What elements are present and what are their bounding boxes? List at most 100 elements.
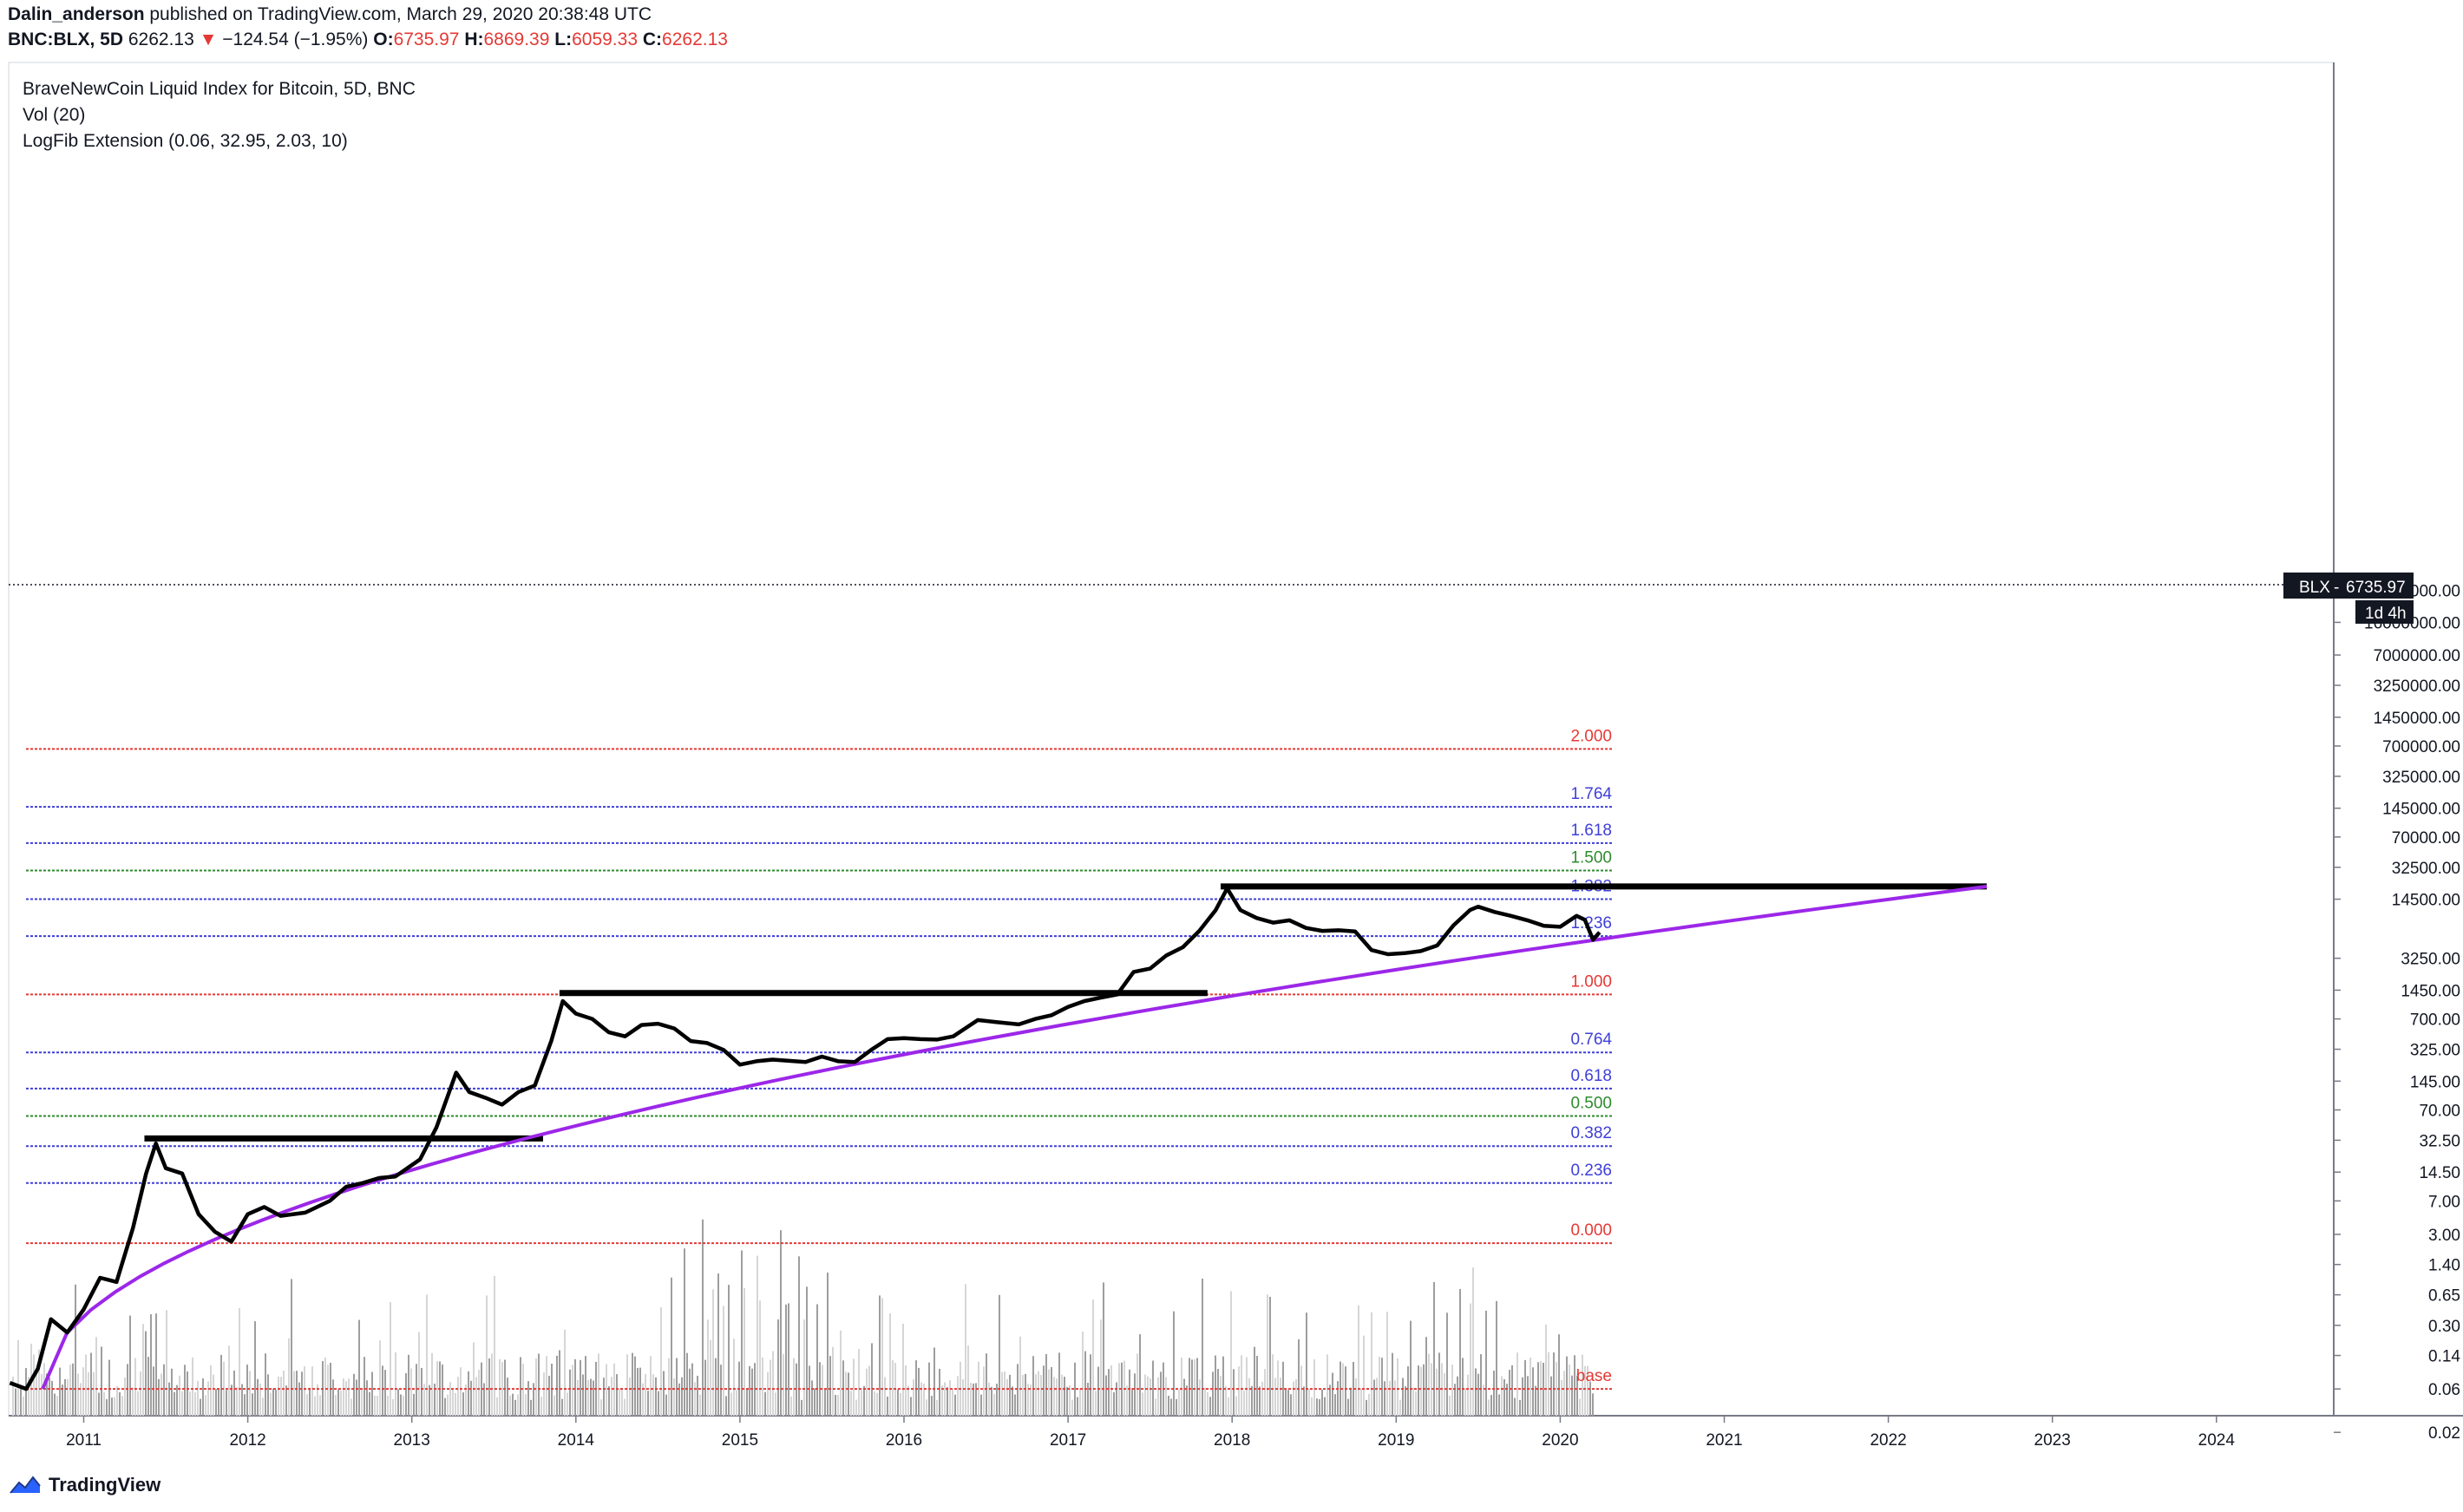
volume-bar xyxy=(983,1366,985,1416)
volume-bar xyxy=(1571,1375,1573,1416)
volume-bar xyxy=(452,1388,454,1416)
volume-bar xyxy=(413,1393,415,1416)
volume-bar xyxy=(1006,1378,1008,1416)
high-value: 6869.39 xyxy=(483,29,550,49)
price-tick-label: 70000.00 xyxy=(2392,829,2460,848)
volume-bar xyxy=(1113,1392,1115,1416)
volume-bar xyxy=(374,1395,376,1416)
series-title[interactable]: BraveNewCoin Liquid Index for Bitcoin, 5… xyxy=(23,79,416,99)
volume-bar xyxy=(1358,1305,1359,1416)
volume-bar xyxy=(231,1384,233,1416)
volume-bar xyxy=(67,1378,69,1416)
volume-bar xyxy=(949,1380,951,1416)
fib-level-label: 1.500 xyxy=(1570,848,1612,867)
volume-bar xyxy=(1204,1387,1206,1416)
volume-bar xyxy=(1530,1358,1531,1416)
volume-bar xyxy=(124,1377,126,1416)
volume-bar xyxy=(606,1364,607,1416)
volume-bar xyxy=(1444,1372,1445,1416)
price-tick-label: 1450000.00 xyxy=(2374,710,2460,728)
volume-bar xyxy=(712,1289,714,1416)
volume-bar xyxy=(244,1394,246,1416)
volume-bar xyxy=(1373,1379,1375,1416)
volume-bar xyxy=(775,1392,776,1416)
volume-bar xyxy=(1368,1393,1370,1416)
volume-bar xyxy=(832,1346,834,1416)
volume-bar xyxy=(1467,1374,1469,1416)
volume-bar xyxy=(168,1382,170,1416)
volume-bar xyxy=(954,1394,956,1416)
volume-bar xyxy=(285,1385,287,1416)
volume-bar xyxy=(369,1391,370,1416)
volume-bar xyxy=(629,1377,631,1416)
time-tick-label: 2017 xyxy=(1050,1431,1086,1450)
volume-bar xyxy=(973,1383,974,1416)
volume-bar xyxy=(12,1377,14,1416)
volume-bar xyxy=(793,1358,795,1416)
volume-bar xyxy=(1186,1385,1188,1416)
volume-bar xyxy=(1103,1282,1104,1416)
volume-bar xyxy=(278,1376,279,1416)
volume-study[interactable]: Vol (20) xyxy=(23,105,86,125)
volume-bar xyxy=(803,1319,805,1416)
time-tick-label: 2018 xyxy=(1214,1431,1250,1450)
volume-bar xyxy=(1311,1397,1313,1416)
volume-bar xyxy=(918,1367,920,1416)
price-axis[interactable]: 36000000.0016000000.007000000.003250000.… xyxy=(2334,582,2460,1443)
volume-bar xyxy=(1282,1361,1284,1416)
symbol-label[interactable]: BNC:BLX, 5D xyxy=(8,29,124,49)
volume-bar xyxy=(1360,1388,1362,1416)
volume-bar xyxy=(1269,1296,1271,1416)
volume-bar xyxy=(999,1294,1000,1416)
volume-bar xyxy=(69,1365,71,1416)
volume-bar xyxy=(340,1390,342,1416)
volume-bar xyxy=(1399,1399,1401,1416)
volume-bar xyxy=(1410,1320,1412,1416)
volume-bar xyxy=(1040,1375,1042,1416)
volume-bar xyxy=(137,1391,139,1416)
volume-bar xyxy=(1144,1374,1146,1416)
volume-bar xyxy=(114,1397,115,1416)
volume-bar xyxy=(1548,1352,1549,1416)
logfib-study[interactable]: LogFib Extension (0.06, 32.95, 2.03, 10) xyxy=(23,131,348,151)
volume-bar xyxy=(975,1383,977,1416)
volume-bar xyxy=(64,1378,66,1416)
time-axis[interactable]: 2011 2012 2013 2014 2015 2016 2017 2018 2019 2020… xyxy=(66,1416,2235,1450)
volume-bar xyxy=(121,1396,123,1416)
volume-bar xyxy=(1503,1378,1505,1416)
volume-bar xyxy=(863,1385,865,1416)
volume-bar xyxy=(639,1367,641,1416)
volume-bar xyxy=(166,1310,167,1416)
volume-bar xyxy=(1574,1355,1575,1416)
volume-bar xyxy=(314,1396,316,1416)
volume-bar xyxy=(1550,1376,1552,1416)
volume-bar xyxy=(1173,1311,1175,1416)
volume-bar xyxy=(473,1342,475,1416)
volume-bar xyxy=(1295,1379,1297,1416)
volume-bar xyxy=(236,1386,238,1416)
volume-bar xyxy=(1280,1378,1281,1416)
volume-bar xyxy=(835,1394,836,1416)
volume-bar xyxy=(38,1349,40,1416)
volume-bar xyxy=(1569,1365,1570,1416)
volume-bar xyxy=(699,1394,701,1416)
volume-bar xyxy=(392,1399,394,1416)
volume-bar xyxy=(1014,1394,1016,1416)
volume-bar xyxy=(1545,1324,1547,1416)
volume-bar xyxy=(187,1371,188,1416)
volume-bar xyxy=(535,1358,537,1416)
volume-bar xyxy=(1337,1381,1339,1416)
volume-bar xyxy=(546,1356,547,1416)
volume-bar xyxy=(861,1390,862,1416)
volume-bar xyxy=(556,1355,558,1416)
tradingview-footer[interactable]: TradingView xyxy=(9,1471,160,1499)
author-name[interactable]: Dalin_anderson xyxy=(8,4,145,24)
volume-bar xyxy=(1053,1377,1055,1416)
volume-bar xyxy=(590,1378,592,1416)
price-tick-label: 0.65 xyxy=(2428,1287,2460,1306)
study-legend: BraveNewCoin Liquid Index for Bitcoin, 5… xyxy=(23,76,416,154)
volume-bar xyxy=(1298,1339,1300,1416)
volume-bar xyxy=(1389,1380,1391,1416)
volume-bar xyxy=(632,1352,633,1416)
